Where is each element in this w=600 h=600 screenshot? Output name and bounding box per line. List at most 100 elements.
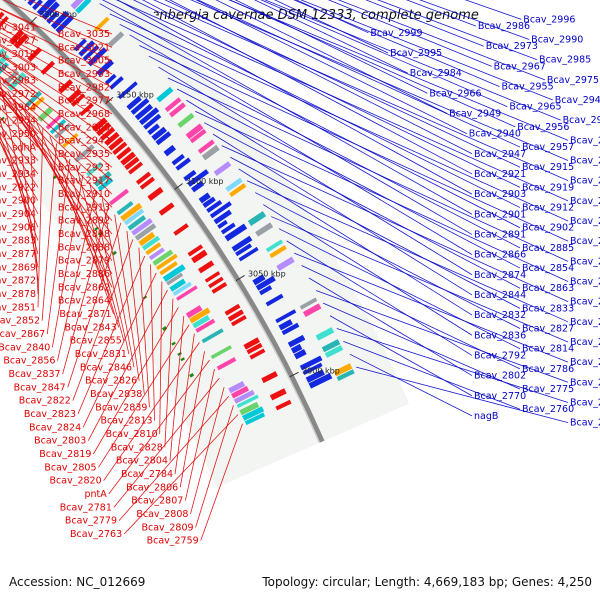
feature-block: [152, 249, 174, 266]
feature-block: [120, 202, 143, 222]
reverse-strand-gene: [36, 0, 57, 16]
reverse-strand-gene: [155, 131, 172, 146]
gene-label: Bcav_2856: [3, 356, 55, 367]
gene-label: Bcav_2833: [522, 303, 574, 314]
feature-block: [166, 272, 184, 286]
feature-block: [116, 201, 134, 216]
gene-label: Bcav_2933: [0, 156, 36, 167]
forward-strand-gene: [249, 348, 266, 360]
gene-label: Bcav_2826: [85, 376, 137, 387]
forward-strand-gene: [40, 60, 56, 75]
gene-label: Bcav_2919: [522, 182, 574, 193]
forward-strand-gene: [124, 156, 140, 171]
reverse-strand-gene: [143, 113, 162, 130]
label-leader-line: [46, 158, 71, 335]
gene-label: Bcav_2972: [0, 89, 36, 100]
forward-strand-gene: [246, 342, 263, 355]
label-leader-line: [271, 216, 569, 343]
gene-label: Bcav_2770: [474, 391, 526, 402]
label-leader-line: [221, 145, 569, 303]
gene-label: Bcav_2801: [570, 337, 600, 348]
feature-block: [134, 223, 157, 241]
gene-label: Bcav_2831: [75, 349, 127, 360]
gene-label: Bcav_2960: [58, 122, 110, 133]
gene-label: Bcav_2921: [474, 169, 526, 180]
gene-label: Bcav_2932: [570, 156, 600, 167]
gene-label: Bcav_2935: [58, 149, 110, 160]
feature-block: [176, 285, 198, 301]
gene-label: Bcav_2993: [58, 69, 110, 80]
gene-label: Bcav_3027: [0, 36, 36, 47]
tick-mark: [174, 183, 183, 190]
label-leader-line: [0, 140, 39, 228]
label-leader-line: [228, 0, 569, 141]
label-leader-line: [204, 122, 521, 289]
gene-label: Bcav_2886: [58, 269, 110, 280]
label-leader-line: [113, 377, 220, 508]
gene-label: Bcav_2819: [39, 449, 91, 460]
feature-block: [225, 177, 243, 192]
feature-block: [299, 297, 318, 310]
gene-label: Bcav_2934: [0, 169, 36, 180]
gene-label: Bcav_2763: [70, 529, 122, 540]
feature-block: [321, 339, 341, 353]
forward-strand-gene: [261, 371, 278, 384]
forward-strand-gene: [13, 33, 29, 49]
gene-label: Bcav_2846: [80, 362, 132, 373]
feature-block: [333, 363, 353, 377]
reverse-strand-gene: [305, 369, 325, 383]
gene-label: Bcav_2814: [522, 344, 574, 355]
label-leader-line: [0, 77, 39, 108]
forward-strand-gene: [191, 249, 208, 264]
feature-block: [302, 303, 322, 317]
gene-label: Bcav_3005: [58, 56, 110, 67]
label-leader-line: [179, 351, 205, 488]
gene-label: sdhA: [13, 142, 37, 153]
feature-block: [276, 256, 295, 271]
forward-strand-gene: [158, 202, 175, 216]
label-leader-line: [215, 0, 448, 114]
label-leader-line: [132, 0, 521, 188]
label-leader-line: [0, 86, 113, 261]
reverse-strand-gene: [278, 319, 293, 331]
gene-label: Bcav_2779: [65, 516, 117, 527]
forward-strand-gene: [173, 223, 189, 236]
feature-block: [336, 369, 355, 382]
label-leader-line: [195, 0, 467, 134]
gene-label: Bcav_2839: [95, 402, 147, 413]
backbone-arc: [0, 0, 325, 444]
label-leader-line: [0, 93, 113, 235]
forward-strand-gene: [227, 309, 244, 322]
label-leader-line: [150, 264, 155, 421]
label-leader-line: [274, 0, 389, 54]
label-leader-line: [77, 255, 146, 415]
gene-label: Bcav_2982: [58, 82, 110, 93]
marker: [180, 357, 185, 362]
gene-label: Bcav_2850: [570, 276, 600, 287]
gene-label: Bcav_2828: [111, 442, 163, 453]
feature-block: [123, 208, 145, 226]
gene-label: Bcav_2808: [136, 509, 188, 520]
gene-label: Bcav_2999: [370, 28, 422, 39]
gene-label: Bcav_2965: [509, 102, 561, 113]
gene-label: Bcav_2887: [570, 216, 600, 227]
reverse-strand-gene: [183, 169, 197, 182]
forward-strand-gene: [211, 282, 228, 294]
gene-label: Bcav_2829: [570, 317, 600, 328]
forward-strand-gene: [0, 11, 5, 20]
gene-label: Bcav_3035: [58, 29, 110, 40]
tick-mark: [289, 371, 299, 378]
reverse-strand-gene: [293, 349, 307, 360]
feature-block: [75, 0, 92, 14]
feature-block: [156, 86, 174, 103]
label-leader-line: [123, 414, 239, 535]
label-leader-line: [164, 298, 174, 448]
label-leader-line: [164, 0, 521, 168]
gene-label: Bcav_2968: [58, 109, 110, 120]
reverse-strand-gene: [224, 223, 248, 242]
gene-label: Bcav_2866: [474, 250, 526, 261]
label-leader-line: [35, 120, 113, 301]
gene-label: Bcav_2942: [58, 136, 110, 147]
reverse-strand-gene: [235, 243, 253, 257]
reverse-strand-gene: [202, 196, 216, 208]
